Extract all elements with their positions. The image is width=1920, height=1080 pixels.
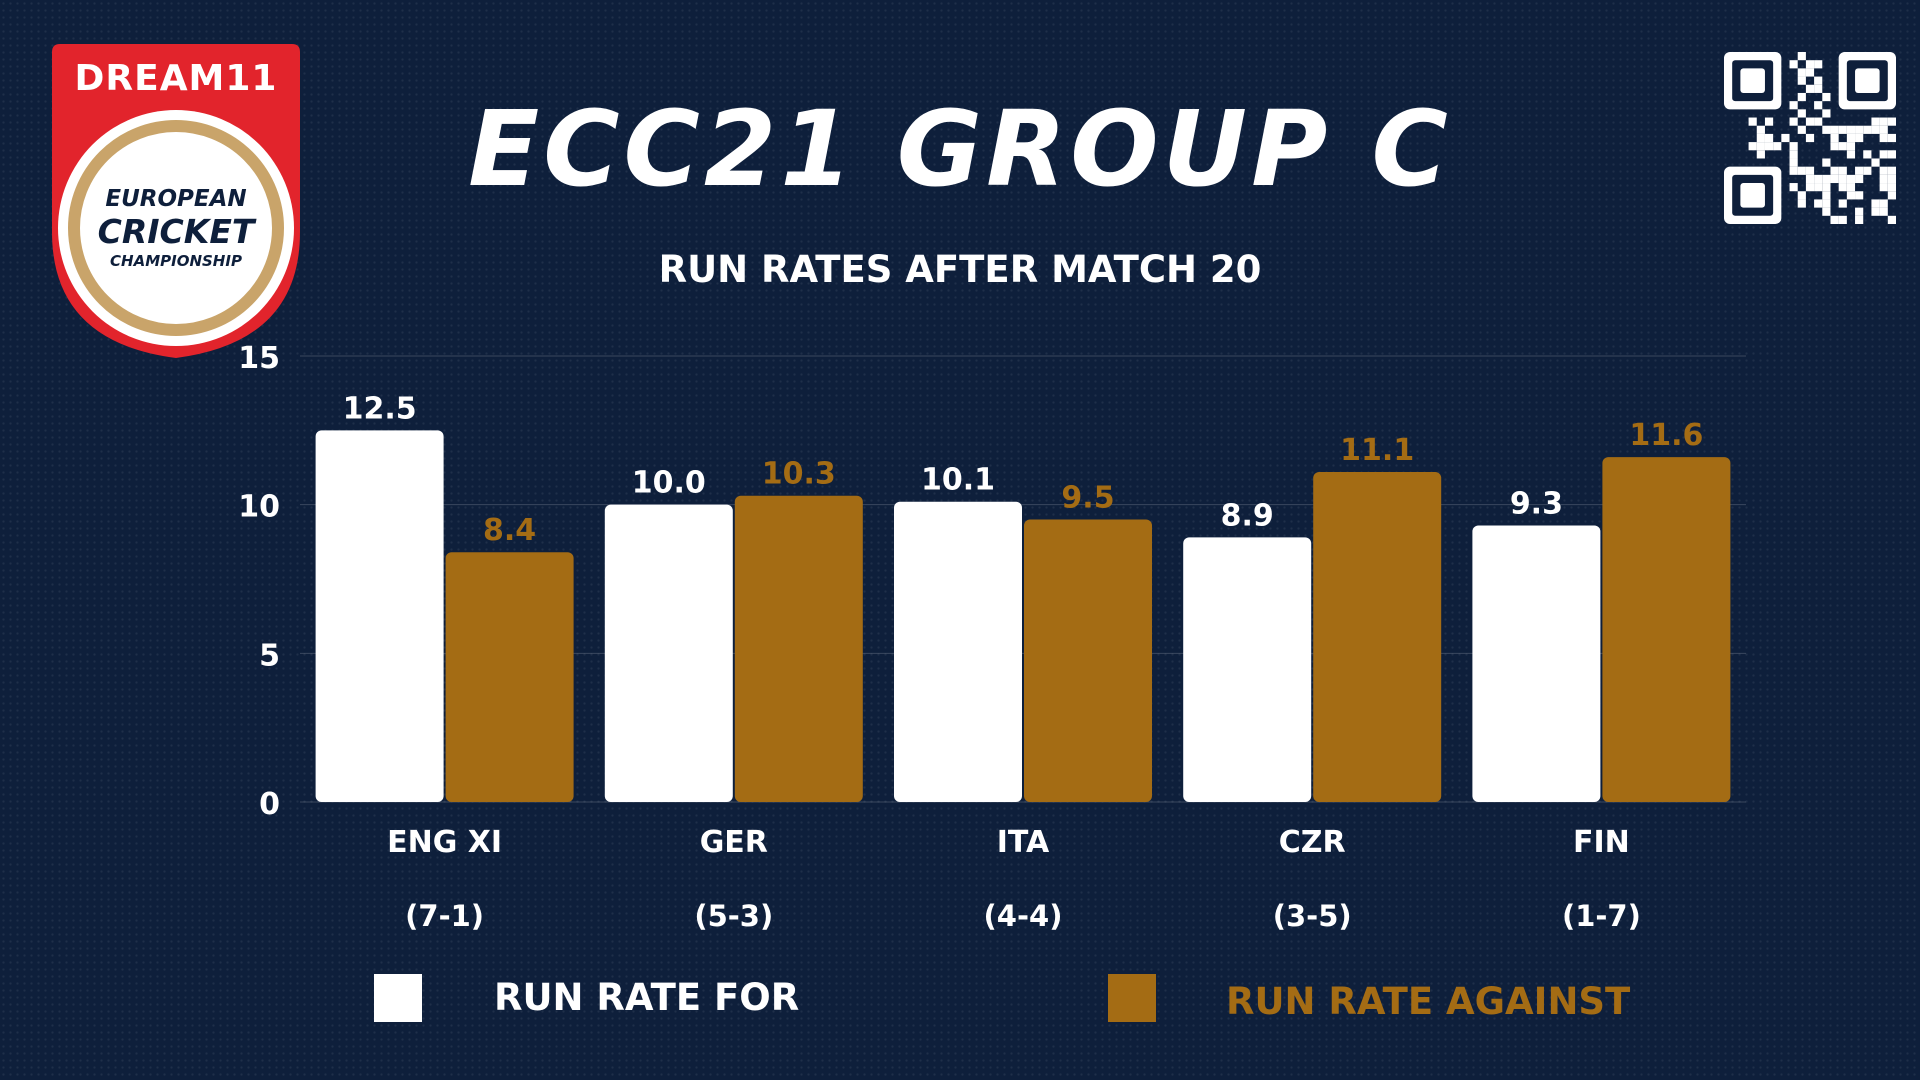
data-label-for: 9.3	[1510, 486, 1563, 521]
bar-run-rate-for	[604, 504, 733, 802]
legend-label-for: RUN RATE FOR	[494, 976, 800, 1019]
x-category-label: CZR	[1279, 825, 1346, 860]
data-label-against: 10.3	[762, 457, 836, 492]
qr-code	[1724, 52, 1896, 224]
data-label-for: 10.1	[921, 463, 995, 498]
x-record-label: (3-5)	[1273, 899, 1352, 933]
bar-run-rate-against	[1602, 457, 1731, 802]
chart-subtitle: RUN RATES AFTER MATCH 20	[658, 248, 1262, 291]
legend-swatch-against	[1108, 974, 1156, 1022]
x-record-label: (4-4)	[984, 899, 1063, 933]
x-record-label: (1-7)	[1562, 899, 1641, 933]
bar-run-rate-for	[1472, 525, 1601, 802]
logo-brand-text: DREAM11	[74, 58, 278, 99]
bar-run-rate-against	[734, 495, 863, 802]
data-label-against: 11.6	[1629, 418, 1703, 453]
legend-label-against: RUN RATE AGAINST	[1226, 980, 1631, 1023]
x-record-label: (7-1)	[405, 899, 484, 933]
legend-swatch-for	[374, 974, 422, 1022]
data-label-against: 8.4	[483, 513, 536, 548]
data-label-for: 8.9	[1221, 498, 1274, 533]
chart-title: ECC21 GROUP C	[468, 88, 1452, 210]
logo-line-european: EUROPEAN	[105, 186, 247, 212]
data-label-for: 10.0	[632, 466, 706, 501]
bar-run-rate-for	[1183, 537, 1312, 802]
data-label-against: 9.5	[1061, 481, 1114, 516]
x-category-label: ITA	[997, 825, 1050, 860]
data-label-against: 11.1	[1340, 433, 1414, 468]
bar-run-rate-against	[1313, 471, 1442, 802]
data-label-for: 12.5	[343, 391, 417, 426]
bar-run-rate-for	[894, 501, 1022, 802]
x-category-label: GER	[700, 825, 768, 860]
y-tick-label: 15	[238, 341, 280, 376]
y-tick-label: 0	[259, 787, 280, 822]
x-category-label: ENG XI	[387, 825, 502, 860]
championship-logo: DREAM11 EUROPEAN CRICKET CHAMPIONSHIP	[48, 42, 304, 362]
bar-run-rate-against	[1024, 519, 1152, 802]
logo-line-championship: CHAMPIONSHIP	[110, 252, 242, 270]
x-category-label: FIN	[1573, 825, 1630, 860]
bar-run-rate-for	[315, 430, 444, 802]
y-tick-label: 10	[238, 490, 280, 525]
x-record-label: (5-3)	[694, 899, 773, 933]
y-tick-label: 5	[259, 638, 280, 673]
logo-line-cricket: CRICKET	[97, 212, 255, 251]
bar-run-rate-against	[445, 552, 574, 802]
